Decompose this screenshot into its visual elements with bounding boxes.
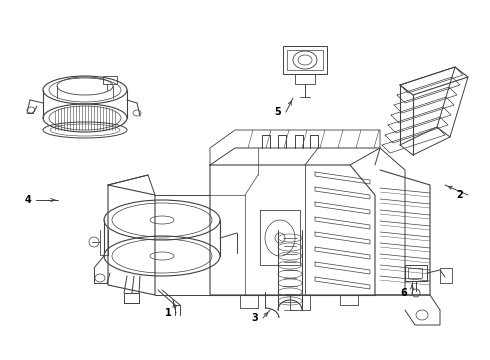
Text: 6: 6 xyxy=(401,288,407,298)
Bar xyxy=(440,268,452,283)
Text: 1: 1 xyxy=(165,308,172,318)
Bar xyxy=(287,50,323,70)
Text: 5: 5 xyxy=(274,107,281,117)
Text: 3: 3 xyxy=(252,313,258,323)
Bar xyxy=(295,74,315,84)
Bar xyxy=(103,76,117,84)
Text: 4: 4 xyxy=(24,195,31,205)
Bar xyxy=(405,265,427,281)
Text: 2: 2 xyxy=(457,190,464,200)
Bar xyxy=(408,268,422,278)
Bar xyxy=(283,46,327,74)
